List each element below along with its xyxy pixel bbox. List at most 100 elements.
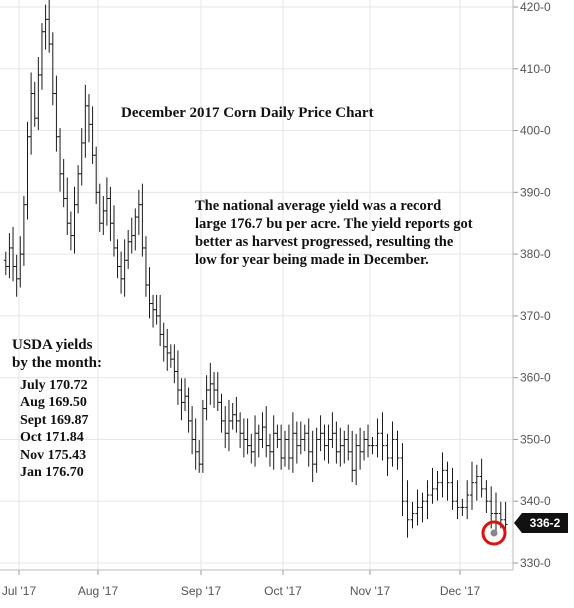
price-bar <box>479 458 484 498</box>
x-tick-label: Oct '17 <box>264 584 302 598</box>
price-bar <box>395 430 400 470</box>
price-bar <box>7 233 12 279</box>
price-bar <box>245 418 250 455</box>
price-bar <box>460 498 465 517</box>
price-bar <box>136 189 141 235</box>
price-bars <box>3 0 508 538</box>
price-bar <box>390 421 395 467</box>
price-bar <box>200 399 205 473</box>
price-bar <box>264 406 269 458</box>
price-bar <box>39 23 44 90</box>
price-bar <box>154 294 159 325</box>
y-tick-label: 350-0 <box>520 432 551 446</box>
y-tick-label: 360-0 <box>520 371 551 385</box>
y-tick-label: 340-0 <box>520 494 551 508</box>
year-low-marker <box>490 529 498 537</box>
price-bar <box>358 427 363 470</box>
usda-yield-item: Sept 169.87 <box>20 412 89 428</box>
price-bar <box>455 480 460 520</box>
y-tick-label: 410-0 <box>520 62 551 76</box>
price-bar <box>484 480 489 513</box>
price-bar <box>68 211 73 251</box>
price-bar <box>43 4 48 50</box>
price-bar <box>445 461 450 501</box>
year-low-highlight-circle <box>481 520 507 546</box>
price-bar <box>465 480 470 520</box>
price-bar <box>65 177 70 235</box>
price-bar <box>420 492 425 523</box>
price-bar <box>61 158 66 208</box>
yield-note-line: better as harvest progressed, resulting … <box>195 234 454 250</box>
price-bar <box>334 421 339 464</box>
price-bar <box>3 251 8 276</box>
price-bar <box>326 424 331 464</box>
price-bar <box>338 427 343 467</box>
price-bar <box>275 424 280 449</box>
price-bar <box>234 396 239 433</box>
price-bar <box>193 418 198 470</box>
price-bar <box>241 418 246 458</box>
price-bar <box>330 412 335 449</box>
price-bar <box>238 412 243 449</box>
price-bar <box>151 294 156 328</box>
price-bar <box>306 418 311 467</box>
price-bar <box>215 372 220 412</box>
price-bar <box>111 205 116 257</box>
price-bar <box>168 344 173 368</box>
price-bar <box>86 94 91 143</box>
price-bar <box>212 372 217 408</box>
price-bar <box>430 467 435 504</box>
price-bar <box>415 489 420 526</box>
price-bar <box>294 421 299 464</box>
price-bar <box>219 393 224 433</box>
price-bar <box>314 427 319 473</box>
yield-note-line: The national average yield was a record <box>195 198 442 214</box>
price-bar <box>36 57 41 130</box>
price-bar <box>474 464 479 501</box>
price-bar <box>286 424 291 470</box>
price-bar <box>143 236 148 297</box>
price-bar <box>204 375 209 421</box>
y-tick-label: 380-0 <box>520 247 551 261</box>
y-tick-label: 370-0 <box>520 309 551 323</box>
price-bar <box>115 239 120 279</box>
price-bar <box>190 406 195 455</box>
price-bar <box>366 424 371 458</box>
price-bar <box>322 424 327 461</box>
price-bar <box>350 430 355 483</box>
price-bar <box>90 106 95 164</box>
price-bar <box>104 177 109 226</box>
price-bar <box>29 72 34 155</box>
price-bar <box>140 183 145 257</box>
usda-yield-item: Aug 169.50 <box>20 395 87 411</box>
price-bar <box>147 267 152 319</box>
price-bar <box>470 461 474 510</box>
usda-yields-heading-line: USDA yields <box>12 337 93 353</box>
price-bar <box>375 418 380 458</box>
price-bar <box>122 239 127 297</box>
price-bar <box>282 430 287 467</box>
price-bar <box>346 424 351 461</box>
price-bar <box>279 424 284 470</box>
price-bar <box>342 430 347 464</box>
x-tick-label: Jul '17 <box>2 584 37 598</box>
price-bar <box>267 433 272 467</box>
price-bar <box>119 251 124 294</box>
price-bar <box>450 467 455 510</box>
x-tick-label: Sep '17 <box>181 584 222 598</box>
usda-yields-heading-line: by the month: <box>12 355 103 371</box>
price-bar <box>14 254 19 297</box>
usda-yields-heading: USDA yields by the month: <box>12 336 102 372</box>
grid-layer <box>0 0 513 570</box>
chart-title: December 2017 Corn Daily Price Chart <box>121 105 374 121</box>
usda-yields-list: July 170.72 Aug 169.50 Sept 169.87 Oct 1… <box>20 377 88 481</box>
price-bar <box>256 424 261 458</box>
price-bar <box>101 196 106 235</box>
price-bar <box>186 387 191 433</box>
price-bar <box>25 121 30 220</box>
y-tick-label: 400-0 <box>520 124 551 138</box>
price-bar <box>76 165 81 214</box>
price-bar <box>108 186 113 242</box>
price-bar <box>271 415 276 470</box>
price-bar <box>440 452 445 498</box>
